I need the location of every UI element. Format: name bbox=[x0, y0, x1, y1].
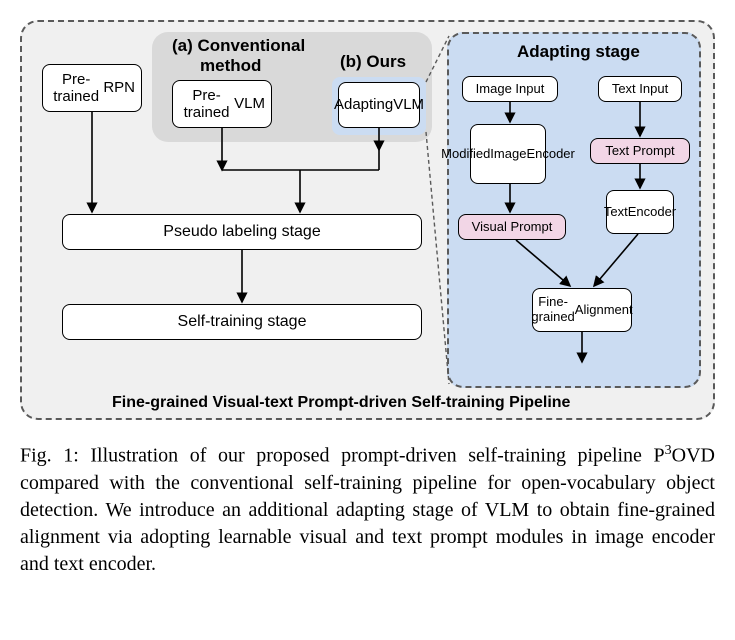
label-conventional-a2: method bbox=[200, 56, 261, 76]
label-ours-b: (b) Ours bbox=[340, 52, 406, 72]
label-pipeline-title: Fine-grained Visual-text Prompt-driven S… bbox=[112, 394, 570, 412]
node-fine-grained-alignment: Fine-grainedAlignment bbox=[532, 288, 632, 332]
label-conventional-a: (a) Conventional bbox=[172, 36, 305, 56]
node-image-input: Image Input bbox=[462, 76, 558, 102]
caption-sup: 3 bbox=[665, 443, 672, 458]
node-self-training: Self-training stage bbox=[62, 304, 422, 340]
pipeline-outer-box: (a) Conventional method (b) Ours Adaptin… bbox=[20, 20, 715, 420]
node-visual-prompt: Visual Prompt bbox=[458, 214, 566, 240]
node-pseudo-labeling: Pseudo labeling stage bbox=[62, 214, 422, 250]
caption-body-1: Illustration of our proposed prompt-driv… bbox=[90, 445, 664, 467]
figure-caption: Fig. 1: Illustration of our proposed pro… bbox=[20, 442, 715, 578]
node-adapting-vlm: AdaptingVLM bbox=[338, 82, 420, 128]
node-pretrained-vlm: Pre-trainedVLM bbox=[172, 80, 272, 128]
node-text-input: Text Input bbox=[598, 76, 682, 102]
label-adapting-stage: Adapting stage bbox=[517, 42, 640, 62]
node-text-encoder: TextEncoder bbox=[606, 190, 674, 234]
node-text-prompt: Text Prompt bbox=[590, 138, 690, 164]
caption-prefix: Fig. 1: bbox=[20, 445, 90, 467]
node-pretrained-rpn: Pre-trainedRPN bbox=[42, 64, 142, 112]
figure-container: (a) Conventional method (b) Ours Adaptin… bbox=[20, 20, 715, 578]
node-modified-image-encoder: ModifiedImageEncoder bbox=[470, 124, 546, 184]
